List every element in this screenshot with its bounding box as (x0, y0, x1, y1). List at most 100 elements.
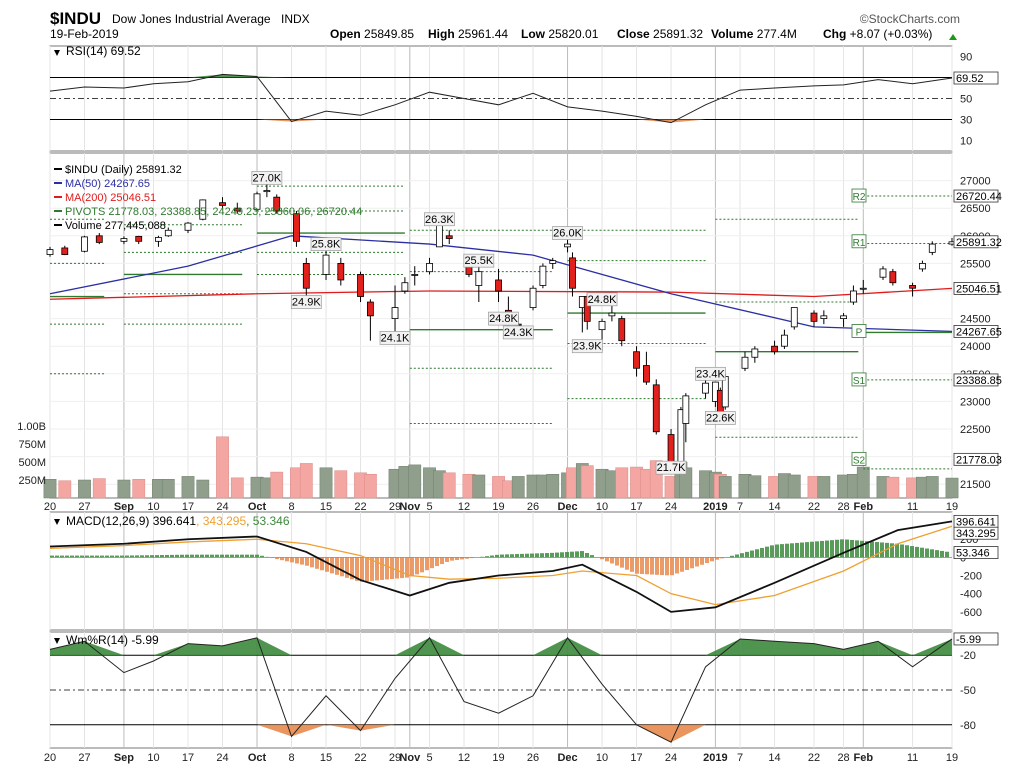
macd-histogram-bar (135, 555, 139, 557)
x-tick-label: 27 (78, 752, 90, 764)
macd-histogram-bar (490, 556, 494, 558)
quote-volume: Volume 277.4M (711, 27, 797, 41)
change-up-icon (949, 34, 957, 40)
williams-legend: Wm%R(14) -5.99 (66, 633, 159, 647)
macd-histogram-bar (210, 555, 214, 558)
candle-body (599, 321, 605, 329)
candle-body (82, 237, 88, 251)
price-tick-label: 24000 (960, 341, 991, 353)
exchange-label: INDX (281, 12, 310, 26)
candle-body (446, 236, 452, 239)
macd-histogram-bar (530, 554, 534, 558)
peak-label: 21.7K (657, 462, 686, 474)
macd-histogram-bar (855, 540, 859, 557)
x-tick-label: 14 (768, 501, 780, 513)
price-tick-label: 23000 (960, 396, 991, 408)
macd-histogram-bar (770, 545, 774, 557)
x-tick-label: 10 (596, 752, 608, 764)
macd-histogram-bar (260, 556, 264, 558)
macd-histogram-bar (935, 550, 939, 557)
x-tick-label: Oct (248, 501, 267, 513)
macd-histogram-bar (520, 554, 524, 558)
macd-histogram-bar (665, 557, 669, 575)
macd-histogram-bar (700, 557, 704, 564)
x-tick-label: Oct (248, 752, 267, 764)
candle-body (653, 385, 659, 432)
volume-bar (216, 437, 228, 498)
rsi-tick-label: 50 (960, 94, 972, 106)
macd-histogram-bar (310, 557, 314, 567)
macd-histogram-bar (650, 557, 654, 574)
macd-histogram-bar (415, 557, 419, 574)
x-tick-label: 20 (44, 752, 56, 764)
macd-histogram-bar (195, 555, 199, 558)
macd-histogram-bar (205, 555, 209, 558)
x-tick-label: 12 (458, 501, 470, 513)
macd-panel (50, 512, 952, 630)
macd-histogram-bar (805, 542, 809, 557)
volume-bar (946, 478, 958, 498)
macd-histogram-bar (515, 554, 519, 557)
volume-bar (719, 476, 731, 498)
volume-bar (857, 467, 869, 498)
macd-histogram-bar (945, 552, 949, 558)
macd-histogram-bar (615, 557, 619, 565)
macd-histogram-bar (570, 552, 574, 558)
peak-label: 22.6K (706, 412, 735, 424)
volume-bar (547, 474, 559, 498)
rsi-tick-label: 90 (960, 52, 972, 64)
x-tick-label: 15 (320, 752, 332, 764)
x-tick-label: 17 (630, 501, 642, 513)
macd-histogram-bar (710, 557, 714, 561)
volume-tick-label: 750M (18, 439, 46, 451)
macd-histogram-bar (230, 555, 234, 558)
candle-body (47, 250, 53, 255)
macd-histogram-bar (905, 545, 909, 557)
chart-date: 19-Feb-2019 (50, 27, 119, 41)
peak-label: 24.9K (292, 297, 321, 309)
macd-histogram-bar (800, 543, 804, 558)
candle-body (880, 269, 886, 277)
volume-tick-label: 1.00B (17, 421, 46, 433)
peak-label: 27.0K (252, 172, 281, 184)
brand-watermark: ©StockCharts.com (860, 12, 960, 26)
x-tick-label: Nov (399, 501, 421, 513)
volume-bar (512, 476, 524, 498)
volume-bar (818, 476, 830, 498)
volume-tick-label: 250M (18, 475, 46, 487)
candle-body (841, 316, 847, 319)
quote-open: Open 25849.85 (330, 27, 414, 41)
volume-bar (300, 463, 312, 498)
quote-low: Low 25820.01 (521, 27, 599, 41)
candle-body (367, 302, 373, 316)
chart-header: $INDU Dow Jones Industrial Average INDX … (50, 9, 960, 41)
macd-histogram-bar (485, 556, 489, 557)
candle-body (683, 396, 689, 424)
x-tick-label: 28 (837, 752, 849, 764)
macd-histogram-bar (745, 552, 749, 558)
macd-histogram-bar (555, 553, 559, 558)
volume-bar (409, 465, 421, 498)
x-tick-label: 10 (596, 501, 608, 513)
candle-body (634, 352, 640, 369)
legend-volume: Volume 277,445,088 (65, 220, 166, 232)
x-tick-label: 5 (426, 501, 432, 513)
macd-histogram-bar (705, 557, 709, 563)
macd-histogram-bar (860, 541, 864, 558)
macd-histogram-bar (100, 556, 104, 558)
macd-histogram-bar (680, 557, 684, 571)
macd-histogram-bar (720, 557, 724, 558)
candle-body (703, 383, 709, 393)
macd-histogram-bar (235, 555, 239, 558)
price-tick-label: 21500 (960, 479, 991, 491)
price-tick-label: 27000 (960, 176, 991, 188)
candle-body (436, 225, 442, 247)
macd-histogram-bar (155, 555, 159, 557)
pivot-tag-r2: R2 (853, 192, 866, 203)
macd-histogram-bar (410, 557, 414, 576)
macd-tick-label: -200 (960, 571, 982, 583)
x-tick-label: Feb (853, 752, 873, 764)
candle-body (643, 366, 649, 383)
price-tick-label: 25500 (960, 258, 991, 270)
